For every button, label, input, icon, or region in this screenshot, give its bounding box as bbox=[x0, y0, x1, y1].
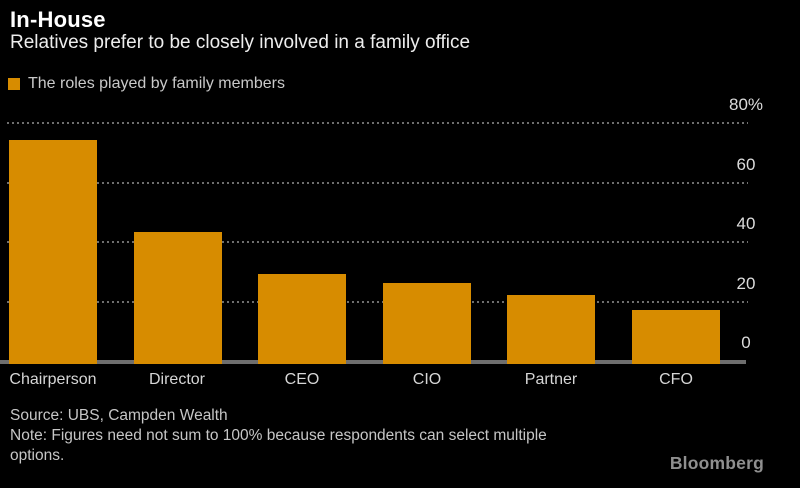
x-axis-category-label-partner: Partner bbox=[524, 371, 578, 388]
chart-title: In-House bbox=[10, 7, 106, 32]
legend-label: The roles played by family members bbox=[28, 75, 285, 92]
bloomberg-logo: Bloomberg bbox=[669, 453, 764, 473]
x-axis-category-label-director: Director bbox=[148, 371, 205, 388]
y-axis-tick-label-0: 0 bbox=[741, 333, 751, 352]
y-axis-tick-label-40: 40 bbox=[736, 214, 756, 233]
bar-director bbox=[134, 232, 222, 364]
x-axis-category-label-cio: CIO bbox=[412, 371, 442, 388]
note-line-1: Note: Figures need not sum to 100% becau… bbox=[10, 427, 547, 444]
x-axis-category-label-chairperson: Chairperson bbox=[9, 371, 97, 388]
x-axis-category-label-ceo: CEO bbox=[284, 371, 320, 388]
bar-cio bbox=[383, 283, 471, 364]
y-axis-tick-label-80: 80% bbox=[728, 95, 764, 114]
note-line-2: options. bbox=[10, 447, 65, 464]
x-axis-line bbox=[0, 360, 746, 364]
gridline-20 bbox=[7, 301, 748, 303]
source-line: Source: UBS, Campden Wealth bbox=[10, 407, 228, 424]
bar-ceo bbox=[258, 274, 346, 364]
chart-subtitle: Relatives prefer to be closely involved … bbox=[10, 32, 471, 53]
gridline-40 bbox=[7, 241, 748, 243]
bar-cfo bbox=[632, 310, 720, 364]
gridline-60 bbox=[7, 182, 748, 184]
legend-swatch-icon bbox=[8, 78, 20, 90]
bar-chairperson bbox=[9, 140, 97, 364]
x-axis-category-label-cfo: CFO bbox=[659, 371, 693, 388]
gridline-80 bbox=[7, 122, 748, 124]
bar-partner bbox=[507, 295, 595, 364]
legend: The roles played by family members bbox=[8, 76, 285, 92]
y-axis-tick-label-60: 60 bbox=[736, 155, 756, 174]
footer-notes: Source: UBS, Campden Wealth Note: Figure… bbox=[10, 406, 547, 466]
y-axis-tick-label-20: 20 bbox=[736, 274, 756, 293]
